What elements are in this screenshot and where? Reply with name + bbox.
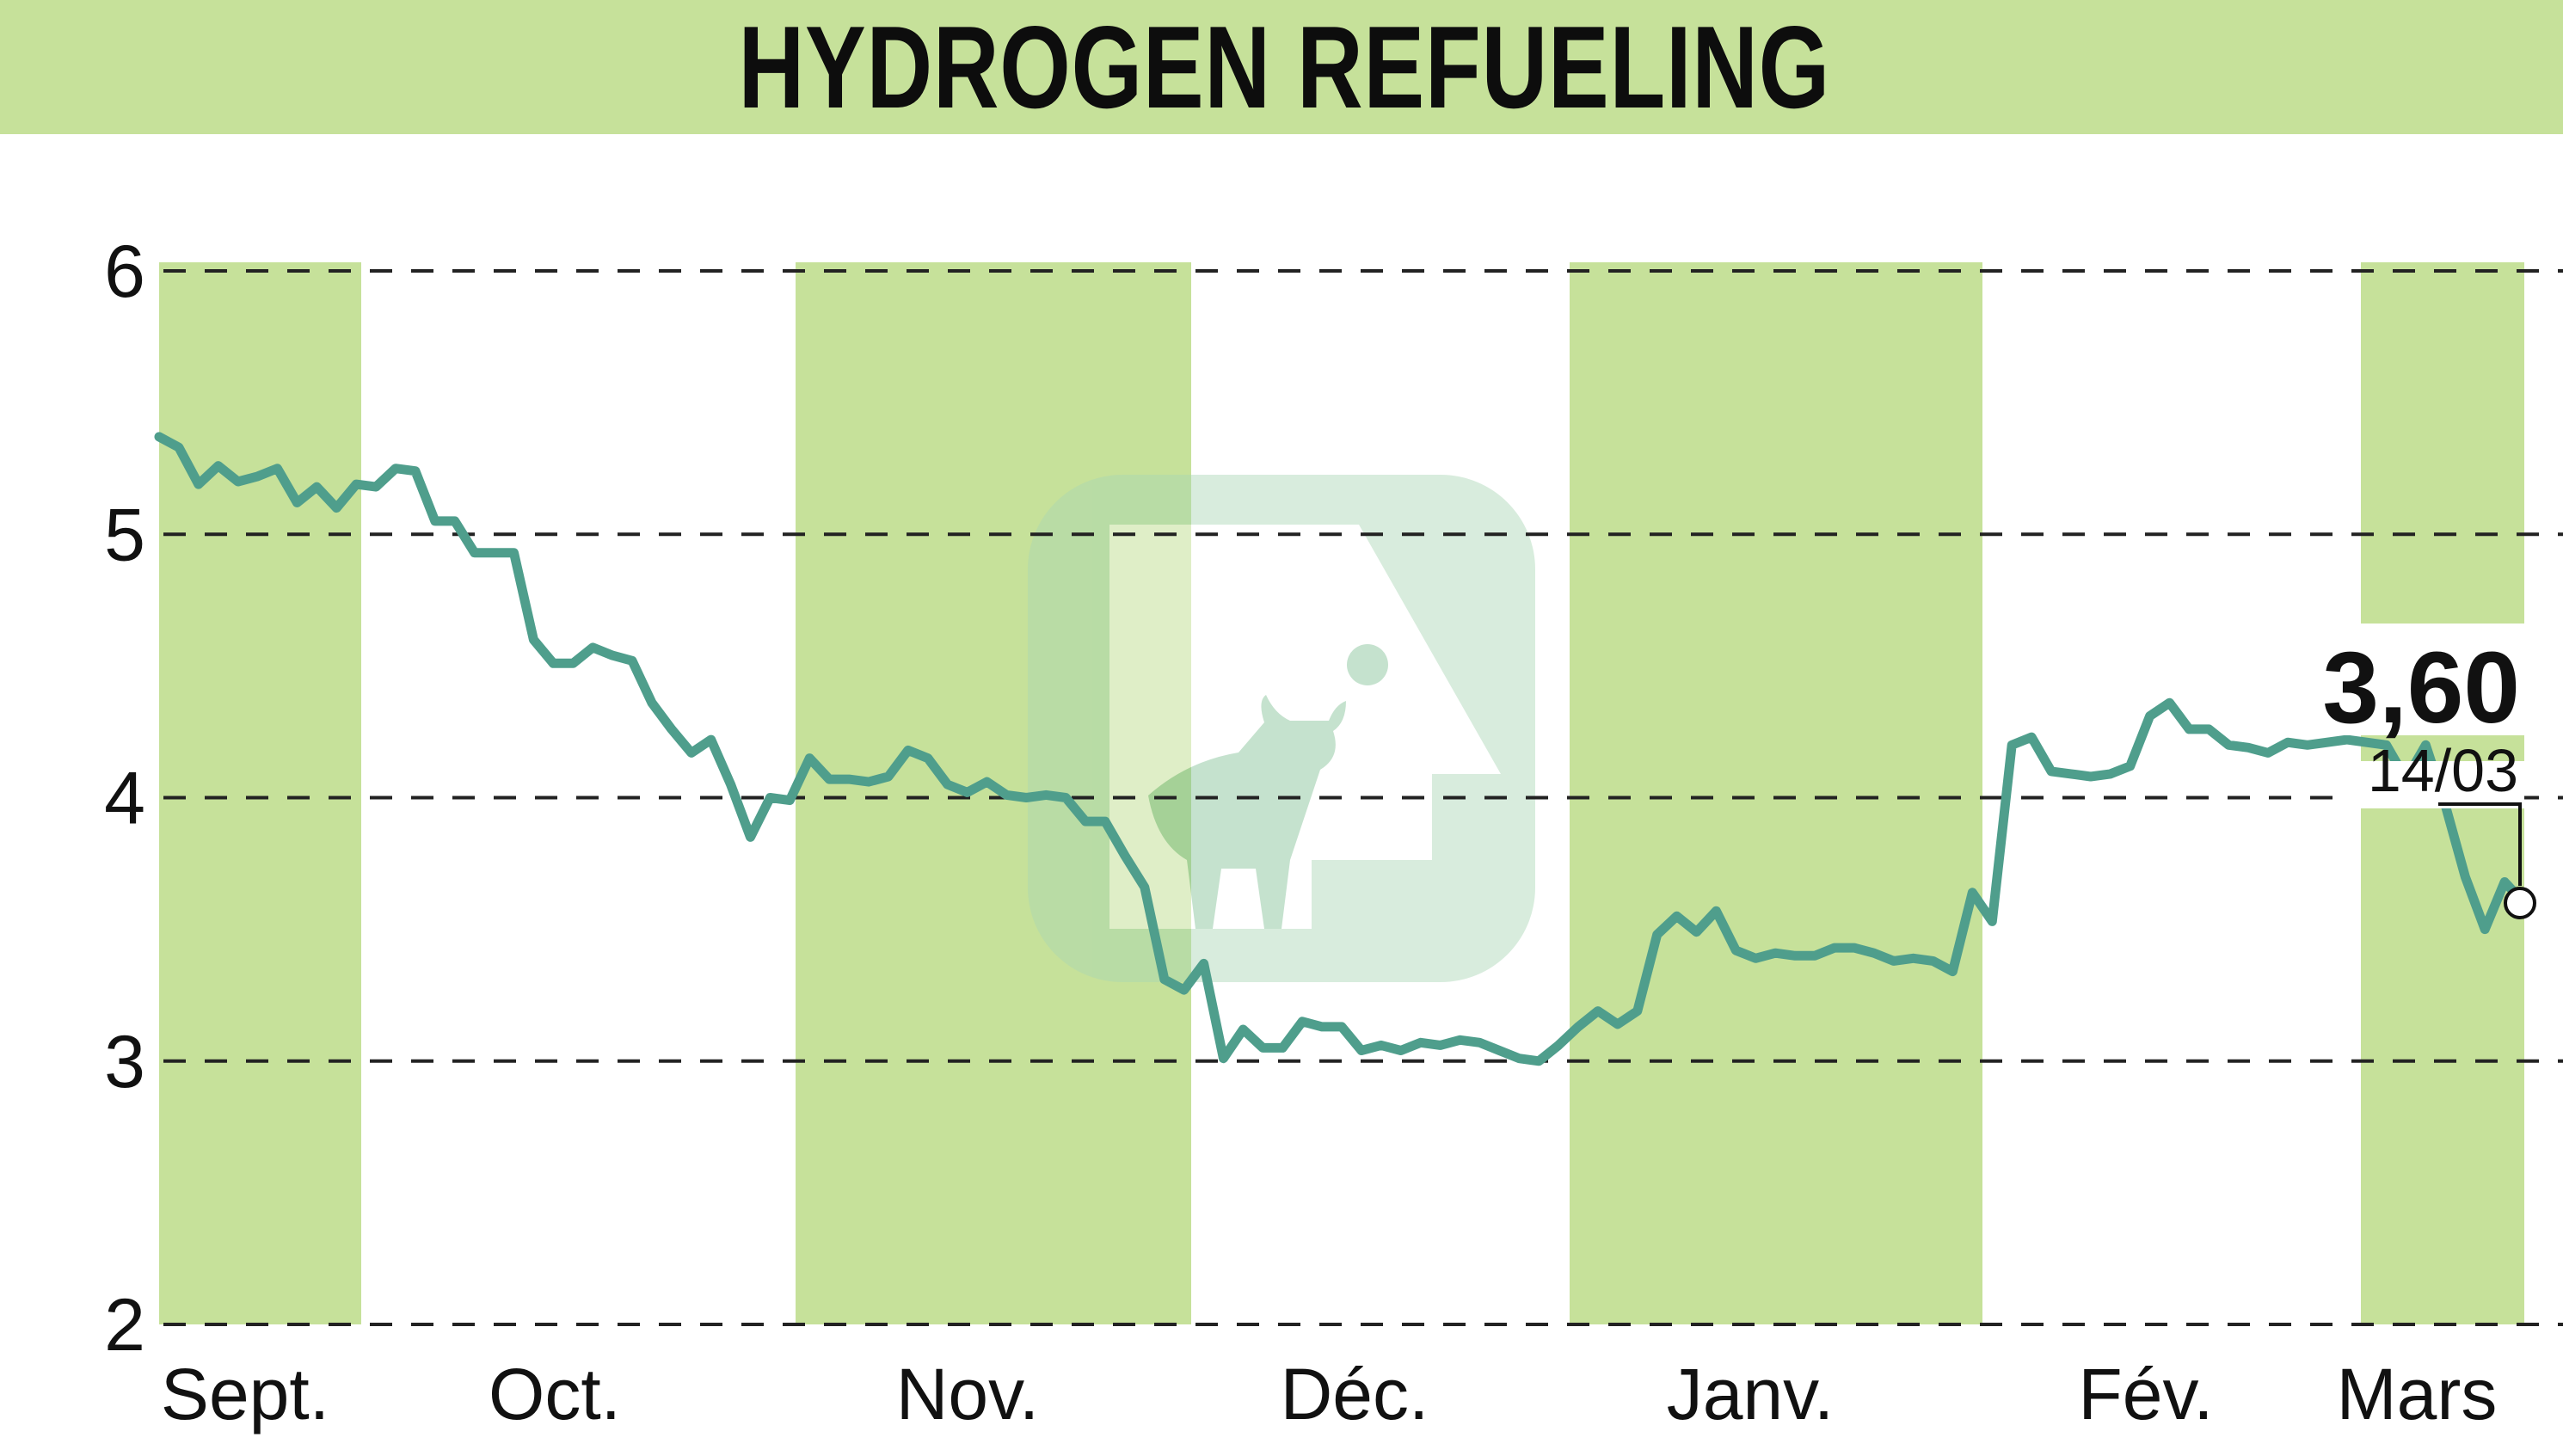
x-tick-label: Fév. — [2078, 1354, 2213, 1434]
x-tick-label: Oct. — [489, 1354, 621, 1434]
bull-logo-watermark — [1028, 475, 1535, 982]
month-band — [796, 262, 1191, 1324]
grid-lines — [163, 269, 2563, 1326]
value-label-backdrop — [2326, 624, 2524, 735]
x-tick-label: Sept. — [161, 1354, 329, 1434]
x-axis: Sept. Oct. Nov. Déc. Janv. Fév. Mars — [161, 1354, 2497, 1434]
last-value-label: 3,60 — [2322, 631, 2520, 745]
price-line — [154, 432, 2529, 1066]
y-axis: 2 3 4 5 6 — [104, 230, 145, 1367]
x-tick-label: Nov. — [896, 1354, 1039, 1434]
x-tick-label: Mars — [2337, 1354, 2498, 1434]
y-tick-label: 5 — [104, 494, 145, 576]
y-tick-label: 4 — [104, 758, 145, 840]
x-tick-label: Déc. — [1281, 1354, 1429, 1434]
callout-connector — [2438, 802, 2522, 886]
month-band — [159, 262, 361, 1324]
x-tick-label: Janv. — [1667, 1354, 1835, 1434]
logo-background — [1028, 475, 1535, 982]
date-label-backdrop — [2339, 761, 2524, 808]
last-date-label: 14/03 — [2368, 737, 2518, 804]
y-tick-label: 6 — [104, 230, 145, 313]
bull-icon — [1148, 695, 1346, 929]
logo-shape — [1109, 525, 1501, 929]
month-band — [1570, 262, 1982, 1324]
chart-title: HYDROGEN REFUELING — [738, 2, 1830, 132]
title-banner — [0, 0, 2563, 134]
last-point-marker — [2504, 887, 2536, 919]
y-tick-label: 2 — [104, 1284, 145, 1367]
logo-dot — [1347, 644, 1388, 685]
y-tick-label: 3 — [104, 1021, 145, 1103]
